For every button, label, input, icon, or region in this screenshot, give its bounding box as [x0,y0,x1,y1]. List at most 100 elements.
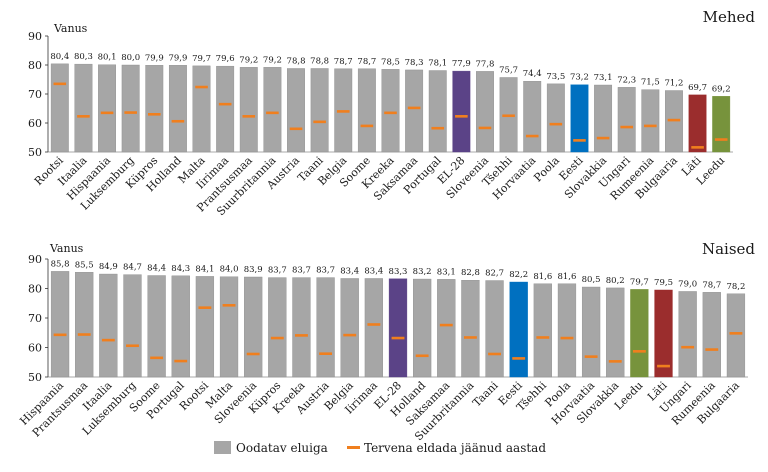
y-tick-label: 60 [28,117,42,130]
bar-men-horvaatia [523,81,542,153]
bar-women-bulgaaria [726,293,746,378]
healthy-years-marker-men-tšehhi [502,114,515,118]
healthy-years-marker-women-malta [222,304,236,307]
healthy-years-marker-women-rumeenia [705,348,719,351]
bar-men-rumeenia [641,89,660,153]
healthy-years-marker-men-itaalia [77,115,90,118]
bar-women-malta [219,276,239,378]
healthy-years-marker-women-taani [488,352,501,356]
value-label-women-eesti: 82,2 [509,270,528,280]
value-label-men-malta: 79,7 [192,54,211,64]
legend-swatch-healthy-years [347,446,360,449]
legend-label-healthy-years: Tervena eldada jäänud aastad [364,441,546,455]
value-label-women-prantsusmaa: 85,5 [75,260,94,270]
healthy-years-marker-women-poola [560,336,574,340]
healthy-years-marker-women-küpros [270,336,284,340]
value-label-men-kreeka: 78,5 [381,57,400,67]
value-label-men-horvaatia: 74,4 [523,69,542,79]
bar-men-prantsusmaa [239,67,258,153]
healthy-years-marker-men-saksamaa [407,106,421,110]
bar-women-kreeka [292,277,311,378]
healthy-years-marker-women-rootsi [198,306,212,309]
y-axis-label: Vanus [49,242,84,255]
healthy-years-marker-women-suurbritannia [463,336,477,339]
value-label-men-iirimaa: 79,6 [216,54,235,64]
bar-men-hispaania [98,64,116,153]
bar-women-soome [147,275,166,378]
y-tick-label: 90 [28,30,42,43]
value-label-men-taani: 78,8 [310,56,329,66]
bar-women-saksamaa [437,279,456,378]
chart-title: Mehed [703,8,756,26]
bar-men-slovakkia [594,84,613,153]
healthy-years-marker-men-austria [289,127,303,131]
bar-men-eesti [570,84,589,153]
value-label-men-sloveenia: 77,8 [476,59,495,69]
value-label-men-slovakkia: 73,1 [594,73,613,83]
bar-women-läti [654,289,673,378]
y-tick-label: 50 [28,146,42,159]
value-label-women-rumeenia: 78,7 [702,280,721,290]
healthy-years-marker-men-soome [360,124,374,128]
healthy-years-marker-women-itaalia [101,338,115,342]
bar-men-el-28 [452,70,471,153]
bar-women-el-28 [388,278,408,378]
bar-women-horvaatia [581,286,601,378]
value-label-women-tšehhi: 81,6 [533,272,552,282]
healthy-years-marker-men-sloveenia [478,126,492,130]
bar-women-sloveenia [244,276,263,378]
value-label-women-holland: 83,2 [413,267,432,277]
healthy-years-marker-women-slovakkia [608,360,622,363]
value-label-women-luksemburg: 84,7 [123,263,142,273]
value-label-men-rootsi: 80,4 [50,52,69,62]
value-label-women-malta: 84,0 [220,265,239,275]
healthy-years-marker-women-kreeka [295,334,308,337]
value-label-women-bulgaaria: 78,2 [726,282,745,292]
value-label-women-küpros: 83,7 [268,266,287,276]
bar-men-portugal [428,70,447,153]
healthy-years-marker-men-kreeka [384,111,397,115]
healthy-years-marker-women-iirimaa [367,323,381,326]
healthy-years-marker-men-taani [313,120,326,124]
value-label-men-küpros: 79,9 [145,53,164,63]
bar-men-saksamaa [405,69,424,153]
healthy-years-marker-men-bulgaaria [667,118,681,122]
value-label-men-leedu: 69,2 [712,84,731,94]
bar-women-iirimaa [364,278,383,378]
y-tick-label: 80 [28,59,42,72]
category-label-men-poola: Poola [531,154,562,185]
value-label-men-rumeenia: 71,5 [641,78,660,88]
value-label-men-itaalia: 80,3 [74,52,93,62]
bar-men-holland [168,65,187,153]
value-label-women-hispaania: 85,8 [51,259,70,269]
healthy-years-marker-men-rumeenia [644,124,657,128]
y-tick-label: 70 [28,88,42,101]
bar-men-taani [310,68,329,153]
y-tick-label: 90 [28,253,42,266]
value-label-men-holland: 79,9 [168,53,187,63]
value-label-men-belgia: 78,7 [334,57,353,67]
bar-men-soome [357,68,376,153]
healthy-years-marker-women-belgia [343,333,357,337]
bar-men-läti [688,94,707,153]
bar-women-ungari [678,291,697,378]
bar-women-tšehhi [533,283,552,378]
bar-women-holland [413,278,432,378]
bar-women-austria [316,277,335,378]
healthy-years-marker-women-horvaatia [584,355,598,358]
healthy-years-marker-women-luksemburg [126,344,139,348]
bar-women-hispaania [50,271,70,378]
bar-men-küpros [145,65,164,153]
bar-men-austria [287,68,305,153]
healthy-years-marker-men-holland [171,119,185,123]
healthy-years-marker-women-tšehhi [536,336,550,339]
healthy-years-marker-women-prantsusmaa [77,333,91,336]
healthy-years-marker-men-portugal [431,126,445,130]
value-label-women-austria: 83,7 [316,266,335,276]
bar-women-poola [557,283,577,378]
value-label-women-ungari: 79,0 [678,279,697,289]
value-label-women-suurbritannia: 82,8 [461,268,480,278]
healthy-years-marker-men-leedu [714,138,728,141]
